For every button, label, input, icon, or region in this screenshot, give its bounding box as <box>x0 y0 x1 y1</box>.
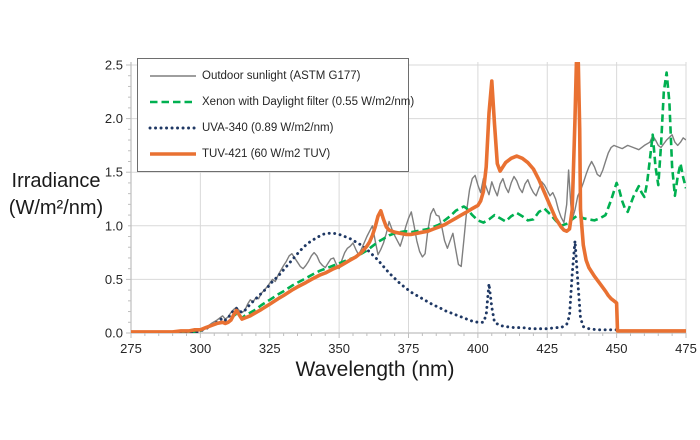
legend-item-label: Xenon with Daylight filter (0.55 W/m2/nm… <box>202 96 415 108</box>
x-tick-label: 325 <box>259 341 281 356</box>
x-tick-label: 475 <box>675 341 697 356</box>
x-axis-title: Wavelength (nm) <box>295 358 455 381</box>
legend-line-sample-icon <box>150 75 196 77</box>
series-line-3 <box>131 231 619 333</box>
legend-item: TUV-421 (60 W/m2 TUV) <box>148 142 408 166</box>
y-tick-label: 0.5 <box>105 272 123 287</box>
y-tick-label: 0.0 <box>105 326 123 341</box>
series-line-4 <box>131 62 686 333</box>
x-tick-label: 400 <box>467 341 489 356</box>
x-tick-label: 350 <box>328 341 350 356</box>
y-axis-title: Irradiance (W/m²/nm) <box>0 168 112 222</box>
x-tick-label: 300 <box>190 341 212 356</box>
legend-item-label: Outdoor sunlight (ASTM G177) <box>202 70 361 82</box>
legend: Outdoor sunlight (ASTM G177) Xenon with D… <box>137 58 414 172</box>
legend-item: Xenon with Daylight filter (0.55 W/m2/nm… <box>148 90 414 114</box>
legend-item-label: TUV-421 (60 W/m2 TUV) <box>202 148 331 160</box>
x-tick-label: 425 <box>536 341 558 356</box>
legend-line-sample-icon <box>148 126 198 130</box>
y-tick-label: 2.0 <box>105 111 123 126</box>
x-tick-label: 375 <box>398 341 420 356</box>
y-tick-label: 2.5 <box>105 58 123 73</box>
y-axis-title-line2: (W/m²/nm) <box>8 197 104 219</box>
y-axis-title-line1: Irradiance <box>11 170 101 192</box>
legend-item: UVA-340 (0.89 W/m2/nm) <box>148 116 408 140</box>
x-tick-label: 450 <box>606 341 628 356</box>
legend-item: Outdoor sunlight (ASTM G177) <box>148 64 408 88</box>
x-tick-label: 275 <box>120 341 142 356</box>
series-line-1 <box>131 134 686 333</box>
y-tick-label: 1.5 <box>105 165 123 180</box>
legend-line-sample-icon <box>150 100 196 104</box>
legend-line-sample-icon <box>150 152 196 156</box>
series-line-2 <box>131 71 686 333</box>
legend-item-label: UVA-340 (0.89 W/m2/nm) <box>202 122 334 134</box>
y-tick-label: 1.0 <box>105 218 123 233</box>
